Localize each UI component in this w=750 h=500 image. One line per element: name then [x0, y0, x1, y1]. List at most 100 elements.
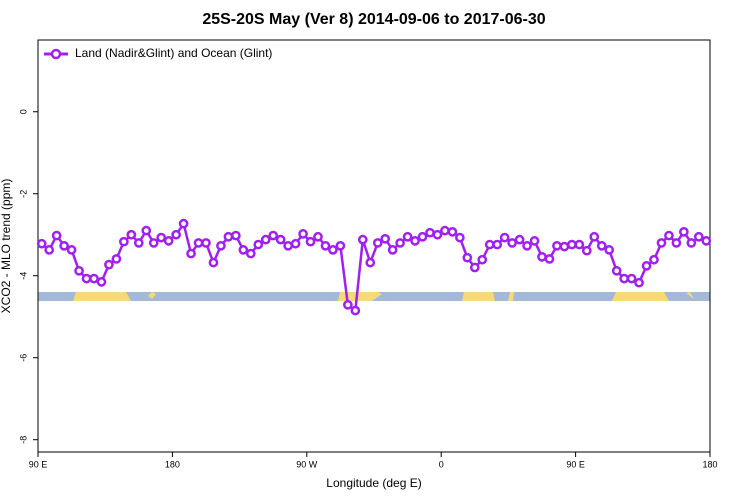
land — [338, 292, 382, 301]
land-ocean-band — [38, 292, 710, 301]
point — [634, 277, 644, 288]
point — [253, 239, 264, 250]
point — [544, 254, 555, 264]
y-axis-label: XCO2 - MLO trend (ppm) — [0, 179, 13, 314]
point — [208, 257, 219, 268]
x-tick-label: 0 — [439, 459, 444, 469]
x-tick-label: 90 W — [296, 459, 318, 469]
point — [387, 245, 398, 255]
point — [51, 230, 62, 241]
point — [74, 265, 84, 276]
point — [81, 273, 92, 284]
point — [380, 233, 391, 244]
point — [96, 277, 107, 287]
point — [156, 232, 167, 243]
point — [402, 231, 413, 242]
y-tick-label: -6 — [18, 354, 28, 362]
point — [417, 231, 428, 242]
point — [350, 305, 361, 316]
point — [66, 245, 77, 255]
point — [186, 248, 196, 259]
point — [611, 265, 622, 276]
point — [701, 236, 712, 246]
chart-title: 25S-20S May (Ver 8) 2014-09-06 to 2017-0… — [202, 11, 545, 28]
point — [171, 229, 181, 240]
point — [693, 231, 704, 242]
point — [537, 252, 547, 262]
point — [148, 238, 159, 248]
point — [231, 230, 241, 241]
land — [612, 292, 669, 301]
land — [462, 292, 495, 301]
x-tick-label: 90 E — [29, 459, 48, 469]
point — [626, 273, 637, 284]
point — [679, 227, 689, 237]
point — [664, 230, 674, 241]
point — [44, 245, 55, 255]
x-tick-label: 180 — [165, 459, 180, 469]
point — [141, 225, 152, 236]
legend-label: Land (Nadir&Glint) and Ocean (Glint) — [75, 46, 272, 60]
point — [499, 232, 510, 243]
point — [372, 238, 383, 248]
point — [455, 232, 465, 243]
legend: Land (Nadir&Glint) and Ocean (Glint) — [44, 46, 272, 60]
point — [245, 248, 256, 259]
point — [567, 239, 577, 250]
point — [268, 230, 279, 241]
point — [619, 273, 629, 284]
point — [298, 229, 308, 239]
point — [522, 240, 532, 251]
x-tick-label: 90 E — [566, 459, 585, 469]
point — [440, 225, 450, 236]
point — [656, 238, 667, 248]
point — [305, 236, 316, 247]
point — [89, 273, 99, 284]
point — [649, 254, 659, 265]
point — [104, 259, 114, 270]
point — [36, 238, 47, 249]
point — [343, 299, 353, 310]
point — [559, 241, 570, 252]
point — [223, 231, 234, 242]
point — [574, 239, 585, 250]
point — [163, 236, 174, 246]
point — [335, 240, 346, 251]
land — [148, 292, 156, 299]
x-tick-label: 180 — [702, 459, 717, 469]
point — [410, 236, 420, 246]
y-tick-label: 0 — [18, 109, 28, 114]
x-axis-label: Longitude (deg E) — [326, 476, 421, 490]
point — [477, 254, 488, 265]
point — [671, 238, 682, 248]
point — [119, 236, 129, 247]
point — [507, 238, 517, 248]
point — [581, 245, 592, 256]
point — [589, 231, 600, 242]
y-tick-label: -2 — [18, 190, 28, 198]
point — [395, 238, 405, 248]
land — [686, 292, 694, 299]
land — [73, 292, 131, 301]
point — [357, 234, 368, 245]
point — [328, 245, 338, 255]
point — [313, 231, 323, 242]
point — [126, 229, 137, 240]
point — [133, 238, 144, 248]
point — [492, 239, 503, 250]
point — [604, 245, 615, 255]
point — [484, 239, 495, 250]
point — [260, 234, 271, 245]
point — [596, 240, 607, 251]
point — [514, 234, 525, 245]
legend-marker — [50, 48, 62, 60]
point — [275, 234, 286, 245]
point — [111, 254, 122, 264]
point — [201, 238, 211, 248]
point — [178, 218, 189, 229]
point — [216, 240, 226, 251]
point — [238, 245, 249, 255]
point — [641, 261, 652, 271]
point — [425, 227, 435, 238]
